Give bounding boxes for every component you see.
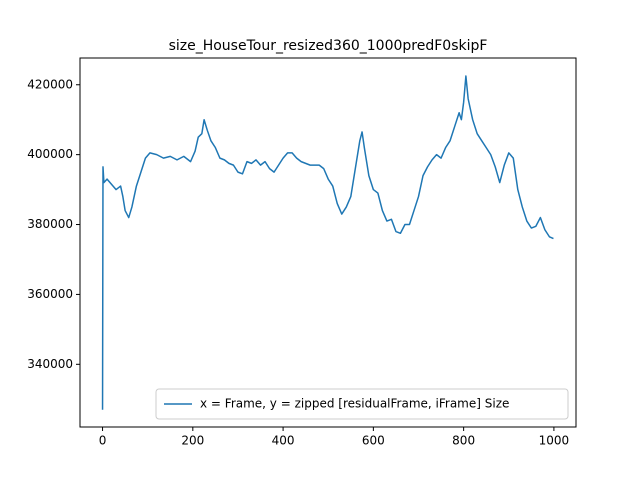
chart-title: size_HouseTour_resized360_1000predF0skip… [169,38,488,54]
x-tick-label: 200 [181,434,204,448]
y-tick-label: 360000 [27,287,73,301]
y-tick-label: 380000 [27,217,73,231]
data-line [101,75,554,410]
y-tick-label: 400000 [27,147,73,161]
x-tick-label: 0 [99,434,107,448]
plot-frame [79,57,577,428]
y-tick-label: 420000 [27,77,73,91]
legend-box [155,388,569,420]
x-tick-label: 400 [272,434,295,448]
x-tick-label: 800 [452,434,475,448]
x-tick-label: 600 [362,434,385,448]
x-tick-label: 1000 [539,434,570,448]
y-tick-label: 340000 [27,357,73,371]
legend-label: x = Frame, y = zipped [residualFrame, iF… [200,397,509,411]
